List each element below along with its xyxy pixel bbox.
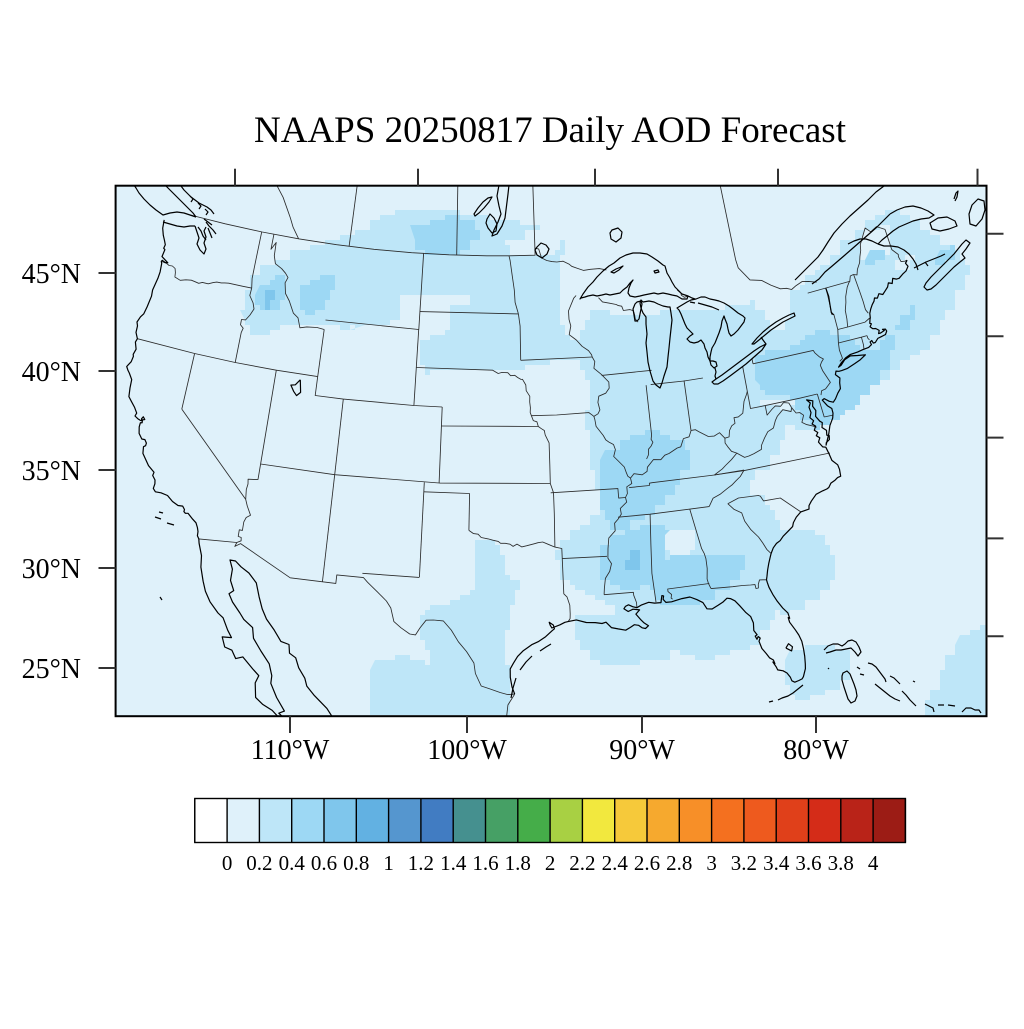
svg-text:0.6: 0.6 <box>311 851 337 875</box>
svg-text:80°W: 80°W <box>783 735 849 766</box>
svg-text:2.6: 2.6 <box>634 851 660 875</box>
svg-text:3.8: 3.8 <box>828 851 854 875</box>
svg-text:2.2: 2.2 <box>569 851 595 875</box>
svg-text:100°W: 100°W <box>427 735 507 766</box>
svg-text:1.6: 1.6 <box>472 851 498 875</box>
svg-text:0.8: 0.8 <box>343 851 369 875</box>
svg-text:4: 4 <box>868 851 879 875</box>
svg-text:2.4: 2.4 <box>602 851 629 875</box>
svg-text:3.6: 3.6 <box>795 851 821 875</box>
svg-text:1.4: 1.4 <box>440 851 467 875</box>
svg-text:2: 2 <box>545 851 556 875</box>
svg-text:0.2: 0.2 <box>246 851 272 875</box>
svg-text:40°N: 40°N <box>22 357 81 388</box>
svg-text:30°N: 30°N <box>22 554 81 585</box>
svg-text:45°N: 45°N <box>22 259 81 290</box>
svg-text:1.2: 1.2 <box>408 851 434 875</box>
svg-text:0.4: 0.4 <box>279 851 306 875</box>
svg-text:35°N: 35°N <box>22 456 81 487</box>
svg-text:110°W: 110°W <box>251 735 330 766</box>
svg-text:1: 1 <box>383 851 394 875</box>
svg-text:0: 0 <box>222 851 233 875</box>
svg-text:NAAPS 20250817 Daily AOD Forec: NAAPS 20250817 Daily AOD Forecast <box>254 110 847 151</box>
svg-text:90°W: 90°W <box>609 735 675 766</box>
svg-text:3.4: 3.4 <box>763 851 790 875</box>
svg-text:2.8: 2.8 <box>666 851 692 875</box>
svg-text:3.2: 3.2 <box>731 851 757 875</box>
svg-text:25°N: 25°N <box>22 654 81 685</box>
svg-text:1.8: 1.8 <box>505 851 531 875</box>
svg-text:3: 3 <box>706 851 717 875</box>
